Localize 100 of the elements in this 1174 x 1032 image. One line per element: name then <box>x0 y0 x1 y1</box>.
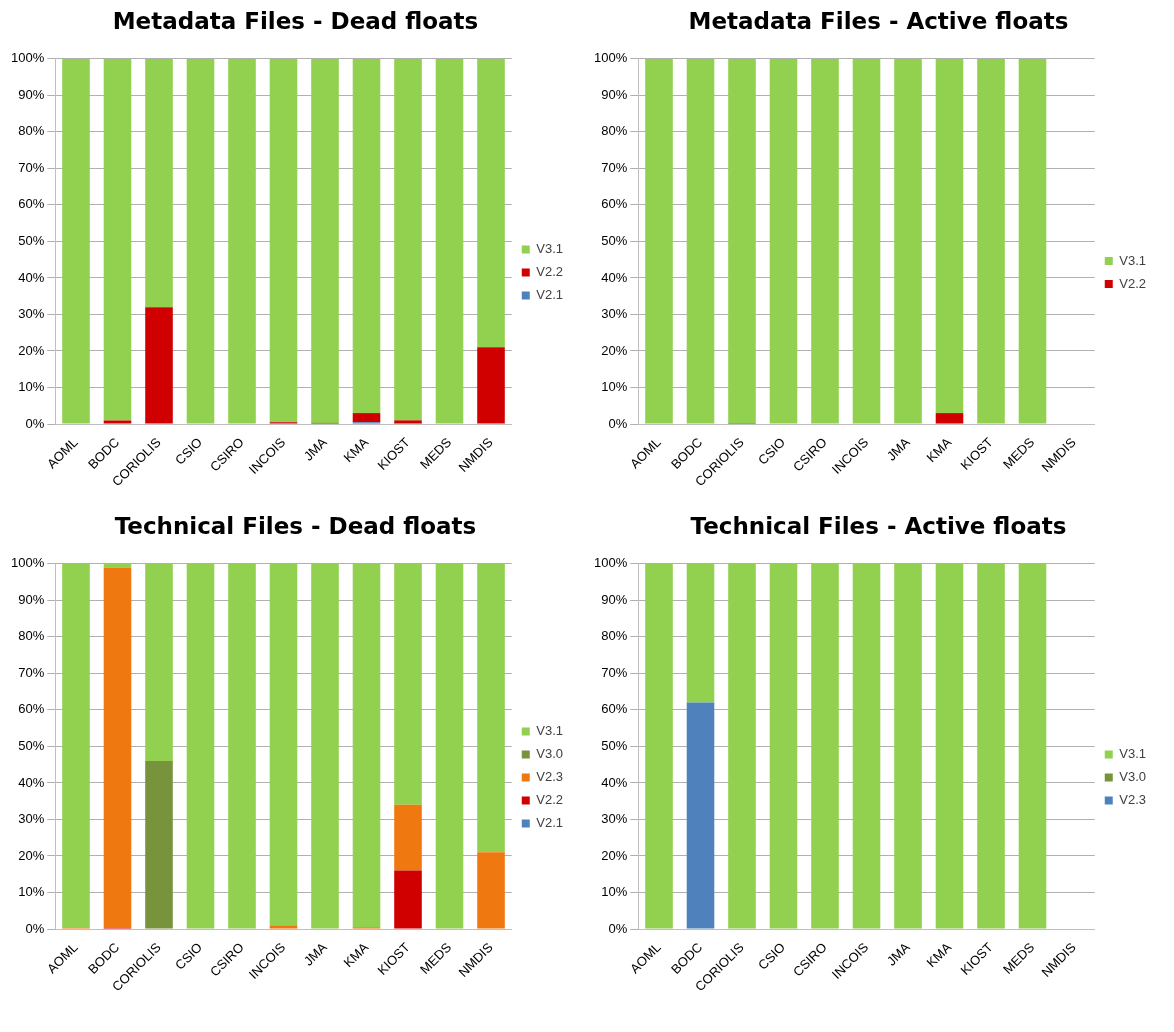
y-tick-label: 100% <box>594 50 628 66</box>
y-tick-label: 10% <box>18 379 45 395</box>
y-tick-label: 10% <box>601 379 628 395</box>
bar <box>269 563 298 926</box>
legend-label: V3.1 <box>536 723 564 739</box>
bar <box>186 58 215 424</box>
legend-label: V2.3 <box>1119 792 1147 808</box>
y-tick-label: 20% <box>601 342 628 358</box>
y-tick-label: 0% <box>608 415 628 431</box>
legend-label: V2.3 <box>536 769 564 785</box>
bar <box>477 852 505 929</box>
bar <box>311 58 339 423</box>
y-tick-label: 0% <box>25 415 45 431</box>
y-tick-label: 10% <box>18 884 45 900</box>
bar <box>352 563 381 928</box>
y-tick-label: 30% <box>18 811 45 827</box>
bar <box>769 58 798 424</box>
bar <box>269 58 298 423</box>
y-tick-label: 90% <box>601 591 628 607</box>
bar <box>935 413 964 424</box>
y-tick-label: 70% <box>601 664 628 680</box>
bar <box>228 563 256 929</box>
legend-label: V3.1 <box>1119 252 1147 268</box>
y-tick-label: 60% <box>18 701 45 717</box>
y-tick-label: 30% <box>18 306 45 322</box>
y-tick-label: 100% <box>11 555 45 571</box>
bar <box>62 58 90 424</box>
y-tick-label: 60% <box>18 196 45 212</box>
chart-title: Metadata Files - Dead floats <box>111 8 480 36</box>
bar <box>477 563 505 853</box>
y-tick-label: 50% <box>18 738 45 753</box>
bar <box>811 58 839 424</box>
y-tick-label: 70% <box>18 664 45 680</box>
bar <box>228 58 256 424</box>
y-tick-label: 80% <box>18 628 45 644</box>
y-tick-label: 40% <box>18 774 45 790</box>
y-tick-label: 70% <box>601 159 628 175</box>
bar <box>311 563 339 929</box>
legend-label: V2.2 <box>536 264 564 280</box>
bar <box>686 58 715 424</box>
bar <box>894 58 922 424</box>
y-tick-label: 80% <box>601 123 628 139</box>
y-tick-label: 30% <box>601 811 628 827</box>
y-tick-label: 100% <box>11 50 45 66</box>
bar <box>645 58 673 424</box>
y-tick-label: 40% <box>601 269 628 285</box>
bar <box>62 563 90 928</box>
y-tick-label: 90% <box>18 591 45 607</box>
legend-label: V3.0 <box>1119 769 1147 785</box>
x-tick-label: JMA <box>883 434 913 464</box>
y-tick-label: 80% <box>18 123 45 139</box>
chart-title: Metadata Files - Active floats <box>687 8 1070 36</box>
y-tick-label: 50% <box>601 233 628 248</box>
x-tick-label: JMA <box>300 939 330 969</box>
bar <box>935 58 964 414</box>
bar <box>477 347 505 424</box>
bar <box>477 58 505 348</box>
y-tick-label: 30% <box>601 306 628 322</box>
bar <box>394 420 422 424</box>
y-tick-label: 50% <box>18 233 45 248</box>
bar <box>852 58 881 424</box>
legend-label: V3.1 <box>1119 746 1147 762</box>
chart-title: Technical Files - Active floats <box>689 513 1068 541</box>
y-tick-label: 10% <box>601 884 628 900</box>
bar <box>1018 58 1047 424</box>
x-tick-label: JMA <box>300 434 330 464</box>
y-tick-label: 50% <box>601 738 628 753</box>
legend-label: V2.1 <box>536 287 564 303</box>
x-tick-label: JMA <box>883 939 913 969</box>
y-tick-label: 20% <box>18 342 45 358</box>
legend-label: V2.2 <box>1119 275 1147 291</box>
y-tick-label: 20% <box>601 847 628 863</box>
bar <box>103 420 132 424</box>
bar <box>352 58 381 414</box>
bar <box>977 58 1005 424</box>
bar <box>394 870 422 929</box>
y-tick-label: 80% <box>601 628 628 644</box>
bar <box>394 563 422 805</box>
chart-title: Technical Files - Dead floats <box>113 513 478 541</box>
legend-label: V3.1 <box>536 241 564 257</box>
bar <box>145 563 173 762</box>
bar <box>186 563 215 929</box>
y-tick-label: 100% <box>594 555 628 571</box>
bar <box>435 58 464 424</box>
y-tick-label: 40% <box>18 269 45 285</box>
bar <box>352 413 381 423</box>
bar <box>145 307 173 424</box>
bar <box>103 58 132 421</box>
legend-label: V2.2 <box>536 792 564 808</box>
legend-label: V3.0 <box>536 746 564 762</box>
bar <box>145 761 173 929</box>
y-tick-label: 90% <box>601 86 628 102</box>
y-tick-label: 90% <box>18 86 45 102</box>
bar <box>394 58 422 421</box>
bar <box>728 58 756 423</box>
bar <box>145 58 173 308</box>
bar <box>269 925 298 929</box>
y-tick-label: 0% <box>608 920 628 936</box>
y-tick-label: 60% <box>601 701 628 717</box>
y-tick-label: 0% <box>25 920 45 936</box>
